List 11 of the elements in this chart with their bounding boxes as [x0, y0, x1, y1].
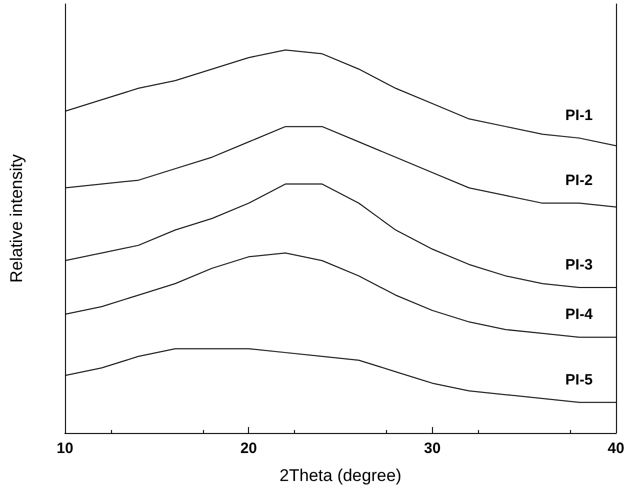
- x-tick-label: 30: [424, 440, 441, 457]
- x-tick-label: 10: [56, 440, 74, 457]
- series-label: PI-1: [565, 107, 593, 124]
- series-label: PI-5: [565, 371, 593, 388]
- x-axis-title: 2Theta (degree): [280, 466, 402, 485]
- y-axis-title: Relative intensity: [7, 154, 26, 283]
- series-label: PI-2: [565, 172, 593, 190]
- x-tick-label: 20: [240, 440, 258, 457]
- x-tick-label: 40: [608, 440, 624, 457]
- series-label: PI-3: [565, 256, 593, 274]
- series-label: PI-4: [565, 306, 594, 324]
